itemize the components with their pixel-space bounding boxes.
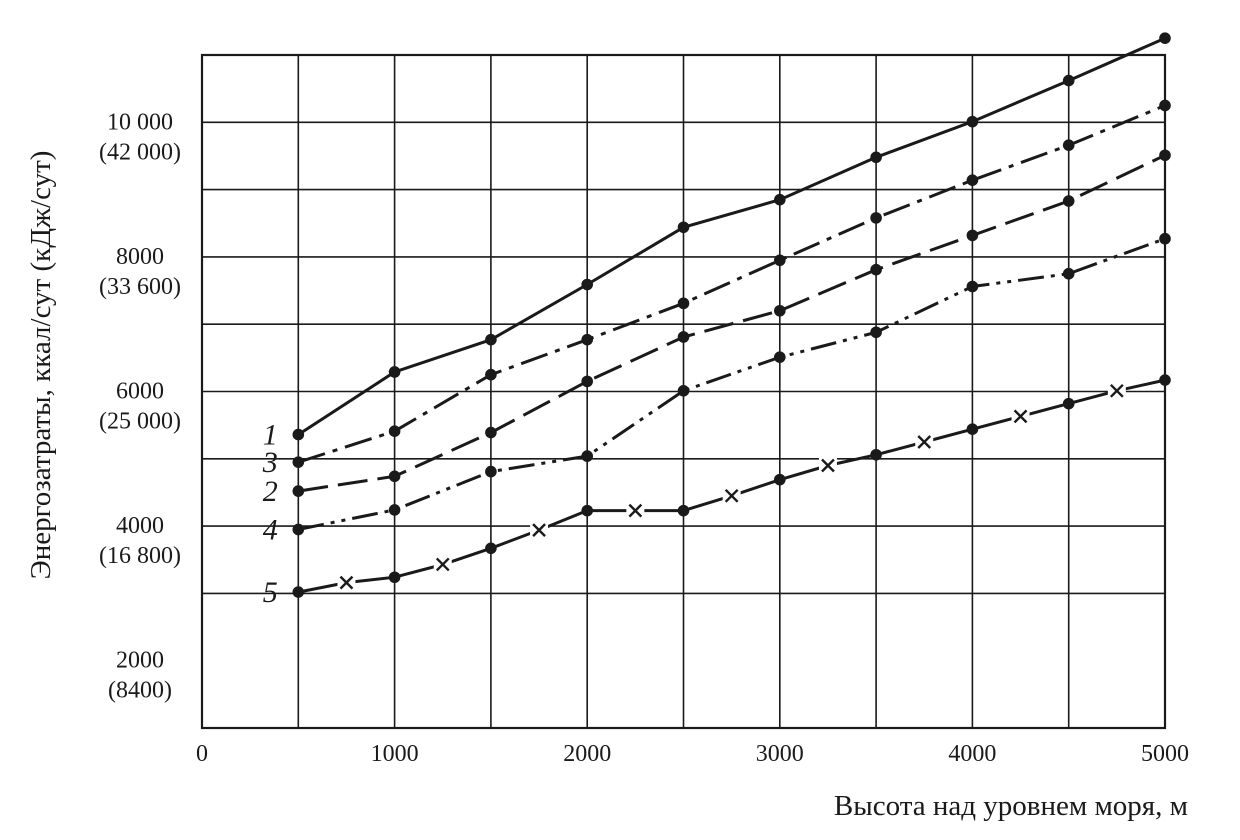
data-point [870,263,882,276]
series-1 [292,32,1171,441]
data-point [485,368,497,381]
data-point [581,504,593,517]
y-tick-label-kj: (8400) [108,678,172,704]
data-point [1159,32,1171,44]
y-axis-title: Энергозатраты, ккал/сут (кДж/сут) [25,151,57,580]
x-tick-label: 3000 [756,741,804,767]
data-point [774,351,786,363]
data-point [485,333,497,346]
series-line-1 [297,36,1166,436]
data-point [774,473,786,486]
data-point [1062,139,1075,151]
data-point [677,331,690,343]
data-point [966,115,979,128]
data-point [292,485,305,497]
x-axis-title: Высота над уровнем моря, м [834,790,1188,822]
data-point [1062,397,1075,410]
data-point [677,504,690,517]
data-point [292,428,305,441]
y-tick-label-kj: (33 600) [99,274,181,300]
data-point-cross [722,486,741,505]
plot-frame [200,53,1167,730]
y-tick-label-kj: (42 000) [99,139,181,165]
x-tick-label: 5000 [1141,741,1189,767]
data-point [292,456,305,468]
y-tick-label-kcal: 8000 [116,244,164,270]
data-point [485,426,497,439]
data-point [292,586,305,598]
series-line-4 [298,237,1166,531]
data-point [966,229,979,242]
data-point [966,280,979,293]
x-tick-label: 1000 [371,741,419,767]
data-point [292,523,305,536]
data-point-cross [626,501,645,520]
data-point [388,504,401,516]
data-point [1159,374,1171,386]
labels-layer: 0 1000 2000 3000 4000 5000 2000 (8400) 4000 (16 8… [99,109,1189,767]
data-point [870,448,882,461]
data-point [1062,267,1075,280]
data-point-cross [337,573,356,592]
data-point [677,297,690,310]
data-point [581,375,593,388]
series-4 [292,232,1171,536]
series-label-3: 3 [262,446,278,479]
series-label-5: 5 [263,576,278,609]
data-point-cross [1011,407,1030,426]
data-point-cross [915,432,934,451]
data-point [774,193,786,206]
data-point [581,450,593,462]
data-point [485,542,497,555]
data-point [677,221,690,234]
series-3 [292,99,1171,468]
data-point [581,278,593,291]
x-tick-label: 0 [196,741,208,767]
data-point [774,254,786,267]
y-tick-label-kcal: 10 000 [107,109,173,135]
series-line-3 [297,104,1166,464]
series-layer [292,32,1171,598]
y-tick-label-kcal: 4000 [116,513,164,539]
data-point [870,212,882,224]
data-point [388,366,401,378]
series-line-2 [298,153,1166,493]
data-point [966,423,979,435]
data-point-cross [530,521,549,540]
data-point [1062,74,1075,87]
series-label-2: 2 [263,475,278,508]
data-point [1159,232,1171,245]
data-point [485,465,497,478]
data-point [774,304,786,317]
data-point [870,151,882,164]
data-point [1159,99,1171,112]
data-point [1062,195,1075,207]
y-tick-label-kj: (16 800) [99,543,181,569]
data-point [966,174,979,186]
data-point [870,326,882,339]
series-2 [292,149,1171,497]
data-point [388,571,401,584]
y-tick-label-kj: (25 000) [99,409,181,435]
data-point [388,425,401,438]
data-point [388,470,401,483]
data-point [1159,149,1171,162]
series-5 [292,374,1171,598]
y-tick-label-kcal: 2000 [116,648,164,674]
y-tick-label-kcal: 6000 [116,379,164,405]
data-point-cross [818,456,837,475]
series-line-5 [298,378,1166,594]
series-label-1: 1 [263,419,278,452]
data-point-cross [1107,381,1126,400]
data-point-cross [433,555,452,574]
series-label-4: 4 [263,513,278,546]
x-tick-label: 4000 [948,741,996,767]
data-point [581,333,593,346]
data-point [677,385,690,397]
x-tick-label: 2000 [563,741,611,767]
